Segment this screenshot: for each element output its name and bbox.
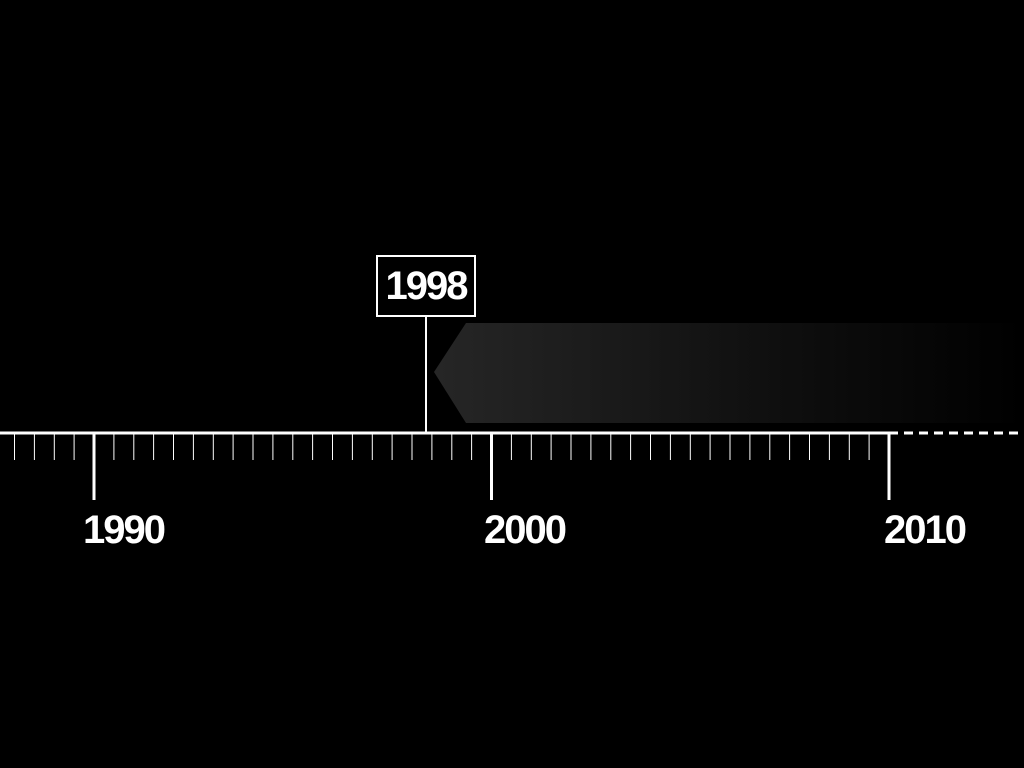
direction-arrow [434,323,1024,423]
tick-marks [14,433,891,500]
year-label-1990: 1990 [83,508,166,552]
year-label-2000: 2000 [484,508,567,552]
year-label-2010: 2010 [884,508,967,552]
year-marker-label: 1998 [385,264,469,308]
year-marker-box: 1998 [376,255,476,317]
